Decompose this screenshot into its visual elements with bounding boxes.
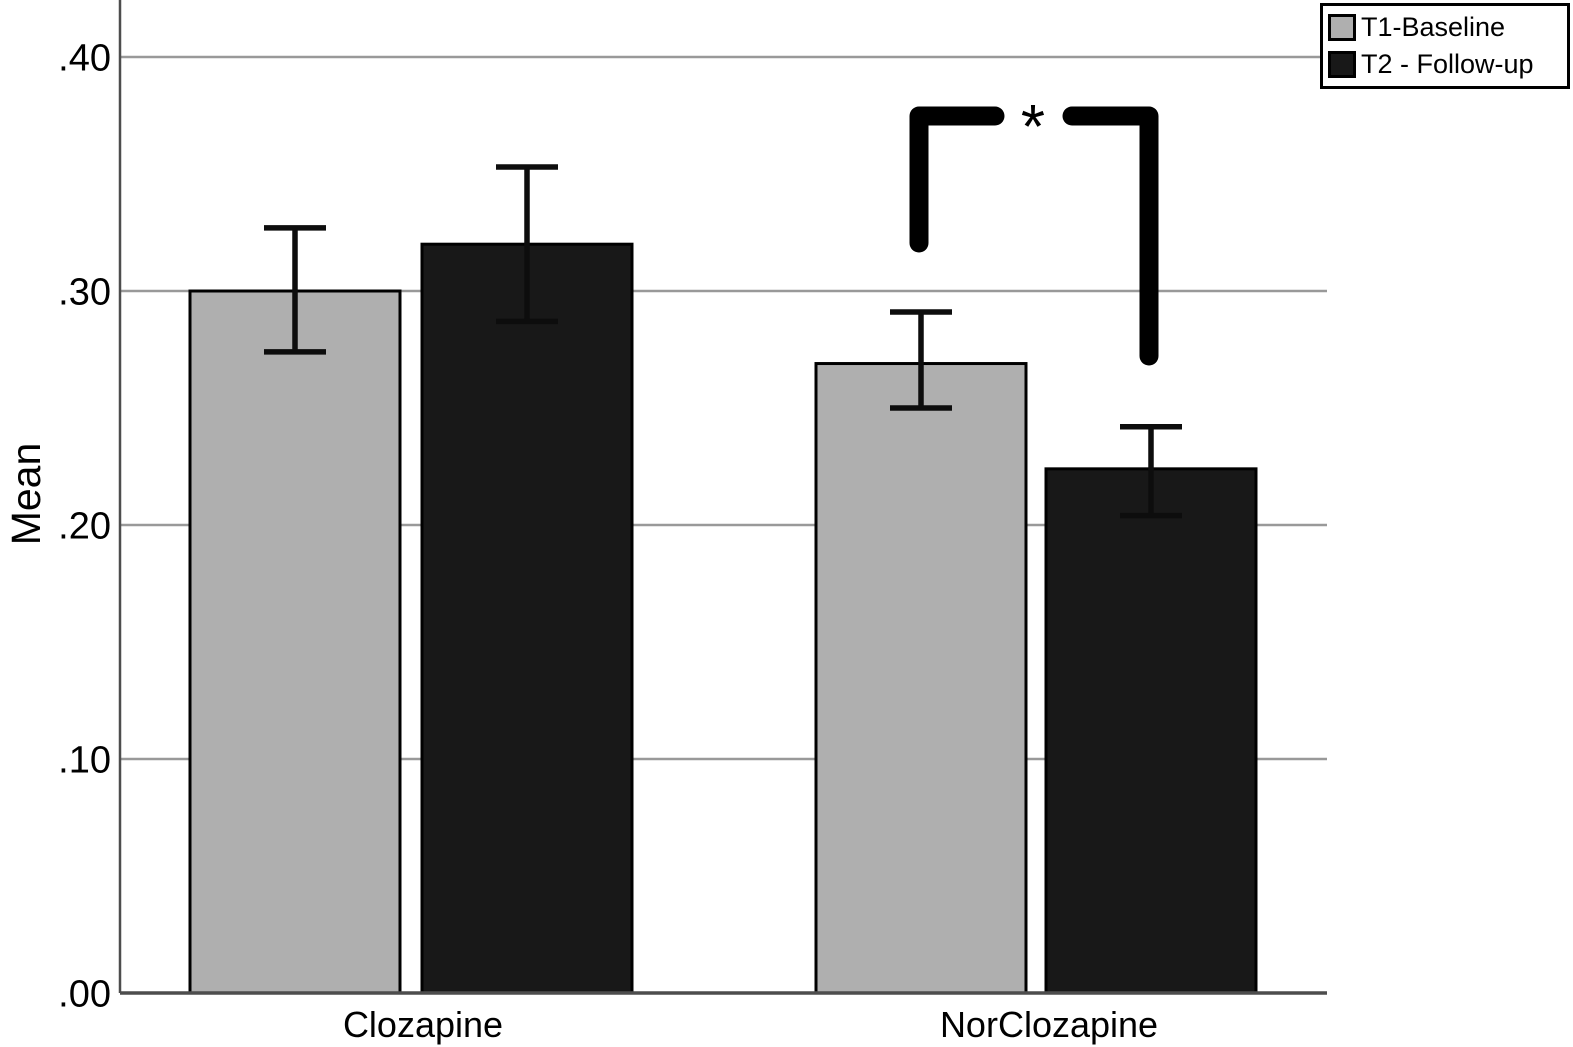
error-bar-clozapine-t2-follow-up bbox=[496, 164, 558, 325]
legend: T1-Baseline T2 - Follow-up bbox=[1320, 3, 1570, 89]
y-axis-title: Mean bbox=[3, 442, 49, 546]
bar-clozapine-t1-baseline bbox=[188, 289, 402, 995]
legend-label-t2-followup: T2 - Follow-up bbox=[1361, 49, 1534, 79]
significance-bracket-right bbox=[1062, 106, 1159, 366]
y-tick-label: .00 bbox=[58, 974, 111, 1016]
error-bar-norclozapine-t2-follow-up bbox=[1120, 423, 1182, 519]
y-tick-label: .10 bbox=[58, 740, 111, 782]
error-bar-norclozapine-t1-baseline bbox=[890, 309, 952, 411]
significance-asterisk: * bbox=[1021, 93, 1045, 162]
bar-norclozapine-t2-follow-up bbox=[1044, 467, 1258, 995]
legend-swatch-t2-followup bbox=[1328, 51, 1356, 78]
legend-item-t2-followup: T2 - Follow-up bbox=[1328, 46, 1567, 83]
y-tick-label: .20 bbox=[58, 506, 111, 548]
category-label-clozapine: Clozapine bbox=[343, 1004, 503, 1045]
y-tick-label: .40 bbox=[58, 38, 111, 80]
error-bar-clozapine-t1-baseline bbox=[264, 225, 326, 355]
legend-swatch-t1-baseline bbox=[1328, 14, 1356, 41]
significance-bracket-left bbox=[909, 106, 1005, 253]
category-label-norclozapine: NorClozapine bbox=[940, 1004, 1158, 1045]
legend-label-t1-baseline: T1-Baseline bbox=[1361, 12, 1506, 42]
bar-norclozapine-t1-baseline bbox=[814, 362, 1028, 995]
legend-item-t1-baseline: T1-Baseline bbox=[1328, 9, 1567, 46]
bar-clozapine-t2-follow-up bbox=[420, 242, 634, 995]
y-tick-label: .30 bbox=[58, 272, 111, 314]
